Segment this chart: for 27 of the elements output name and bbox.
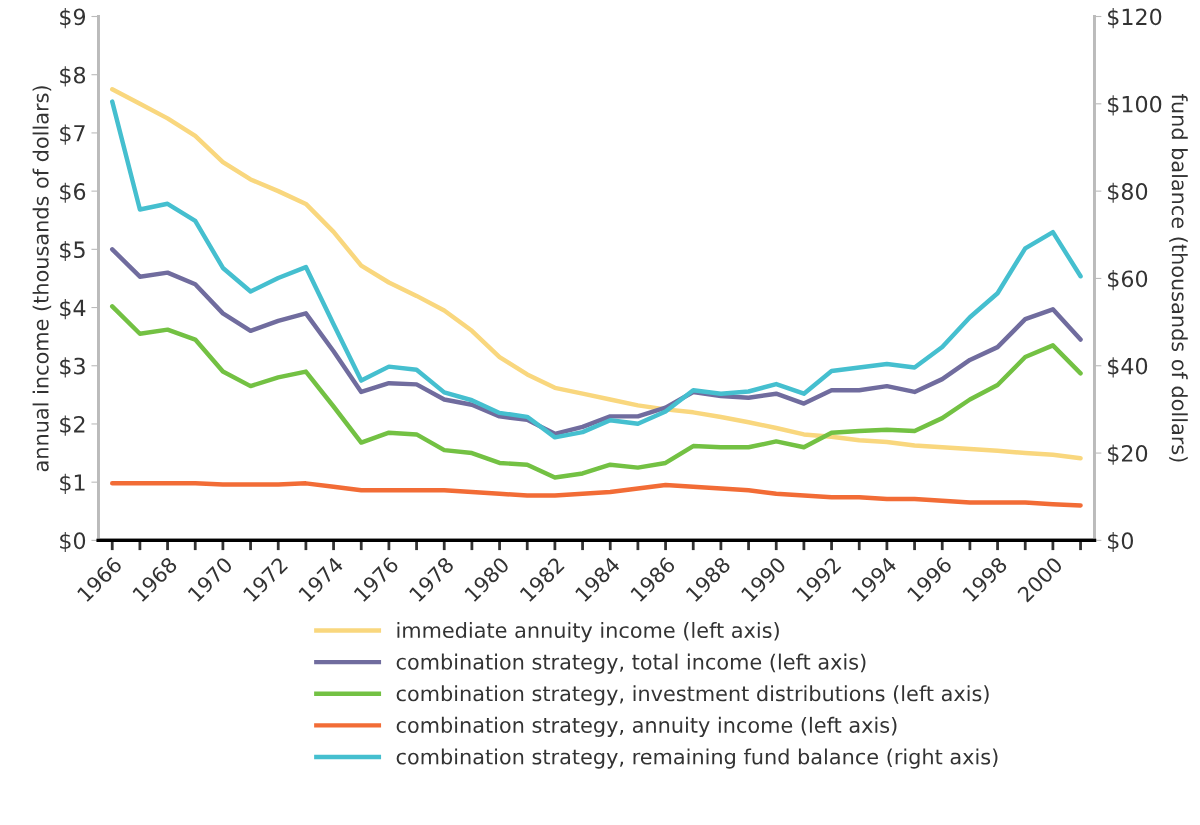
y2-tick-label: $20 (1108, 444, 1148, 465)
y2-tick-label: $0 (1108, 531, 1134, 553)
legend-label: combination strategy, total income (left axis) (396, 653, 866, 674)
legend-label: combination strategy, investment distributions (left axis) (396, 685, 989, 706)
y-tick-label: $3 (60, 357, 85, 378)
y2-axis-title: fund balance (thousands of dollars) (1169, 94, 1188, 462)
y-axis-title: annual income (thousands of dollars) (32, 86, 52, 472)
y2-tick-label: $80 (1108, 182, 1148, 203)
y-tick-label: $7 (60, 124, 85, 145)
y-tick-label: $1 (60, 473, 85, 494)
y2-tick-label: $100 (1108, 95, 1162, 116)
y-tick-label: $0 (60, 531, 86, 553)
y-tick-label: $8 (60, 66, 86, 87)
legend-label: immediate annuity income (left axis) (397, 621, 779, 643)
legend-label: combination strategy, remaining fund balance (right axis) (396, 748, 998, 769)
y-tick-label: $5 (60, 240, 85, 262)
y2-tick-label: $60 (1108, 269, 1148, 291)
y-tick-label: $6 (60, 182, 86, 203)
line-series (110, 304, 1083, 480)
y-tick-label: $4 (60, 299, 86, 320)
line-series (110, 481, 1083, 508)
line-series (110, 247, 1083, 437)
y2-tick-label: $120 (1108, 8, 1162, 29)
legend-label: combination strategy, annuity income (left axis) (396, 716, 897, 738)
y2-tick-label: $40 (1108, 357, 1148, 378)
y-tick-label: $2 (60, 415, 85, 436)
y-tick-label: $9 (60, 8, 86, 29)
